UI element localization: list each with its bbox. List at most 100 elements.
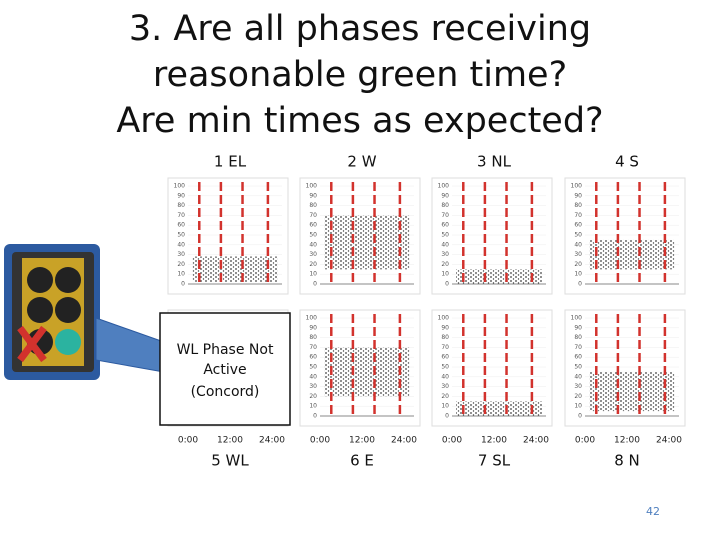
- y-tick-label: 90: [441, 192, 449, 199]
- y-tick-label: 70: [309, 344, 317, 351]
- y-tick-label: 90: [309, 324, 317, 331]
- callout-text: (Concord): [191, 384, 260, 400]
- y-tick-label: 80: [441, 202, 449, 209]
- data-cloud: [456, 269, 542, 284]
- y-tick-label: 0: [313, 413, 317, 420]
- y-tick-label: 20: [574, 261, 582, 268]
- y-tick-label: 40: [574, 241, 582, 248]
- panel-label: 6 E: [350, 452, 374, 470]
- y-tick-label: 50: [574, 232, 582, 239]
- x-tick-label: 24:00: [523, 436, 549, 446]
- callout-box: [159, 312, 291, 426]
- y-tick-label: 50: [309, 232, 317, 239]
- y-tick-label: 70: [574, 344, 582, 351]
- y-tick-label: 0: [313, 281, 317, 288]
- y-tick-label: 30: [574, 251, 582, 258]
- y-tick-label: 70: [177, 212, 185, 219]
- y-tick-label: 100: [438, 183, 450, 190]
- y-tick-label: 20: [574, 393, 582, 400]
- x-tick-label: 12:00: [614, 436, 640, 446]
- y-tick-label: 60: [574, 354, 582, 361]
- y-tick-label: 100: [571, 315, 583, 322]
- y-tick-label: 100: [438, 315, 450, 322]
- panel-label: 8 N: [614, 452, 640, 470]
- y-tick-label: 60: [574, 222, 582, 229]
- data-cloud: [192, 256, 278, 283]
- y-tick-label: 10: [309, 271, 317, 278]
- y-tick-label: 0: [578, 413, 582, 420]
- y-tick-label: 30: [574, 383, 582, 390]
- y-tick-label: 30: [441, 383, 449, 390]
- panel-label: 5 WL: [211, 452, 249, 470]
- y-tick-label: 50: [309, 364, 317, 371]
- y-tick-label: 30: [309, 383, 317, 390]
- x-tick-label: 0:00: [442, 436, 462, 446]
- y-tick-label: 80: [309, 334, 317, 341]
- y-tick-label: 40: [574, 373, 582, 380]
- y-tick-label: 60: [441, 354, 449, 361]
- data-cloud: [324, 347, 410, 397]
- y-tick-label: 20: [441, 393, 449, 400]
- y-tick-label: 60: [441, 222, 449, 229]
- traffic-light: [4, 244, 100, 380]
- y-tick-label: 80: [574, 202, 582, 209]
- y-tick-label: 60: [309, 222, 317, 229]
- y-tick-label: 90: [574, 324, 582, 331]
- y-tick-label: 20: [177, 261, 185, 268]
- title-line: 3. Are all phases receiving: [129, 9, 591, 49]
- y-tick-label: 70: [441, 212, 449, 219]
- y-tick-label: 30: [177, 251, 185, 258]
- callout-text: WL Phase Not: [177, 342, 274, 358]
- data-cloud: [324, 215, 410, 270]
- y-tick-label: 20: [309, 393, 317, 400]
- y-tick-label: 80: [177, 202, 185, 209]
- y-tick-label: 40: [441, 241, 449, 248]
- x-tick-label: 12:00: [217, 436, 243, 446]
- y-tick-label: 60: [177, 222, 185, 229]
- panel-label: 2 W: [347, 153, 376, 171]
- y-tick-label: 0: [445, 281, 449, 288]
- x-tick-label: 24:00: [259, 436, 285, 446]
- data-cloud: [589, 239, 675, 270]
- y-tick-label: 100: [306, 315, 318, 322]
- panel-label: 7 SL: [478, 452, 511, 470]
- y-tick-label: 0: [181, 281, 185, 288]
- y-tick-label: 50: [177, 232, 185, 239]
- panel-label: 4 S: [615, 153, 639, 171]
- y-tick-label: 50: [441, 364, 449, 371]
- y-tick-label: 90: [309, 192, 317, 199]
- y-tick-label: 0: [578, 281, 582, 288]
- y-tick-label: 90: [441, 324, 449, 331]
- x-tick-label: 12:00: [349, 436, 375, 446]
- y-tick-label: 60: [309, 354, 317, 361]
- y-tick-label: 100: [306, 183, 318, 190]
- data-cloud: [589, 371, 675, 412]
- panel-label: 3 NL: [477, 153, 512, 171]
- title-line: reasonable green time?: [153, 55, 567, 95]
- y-tick-label: 70: [441, 344, 449, 351]
- plot-frame: [564, 177, 686, 295]
- x-tick-label: 12:00: [481, 436, 507, 446]
- y-tick-label: 80: [441, 334, 449, 341]
- y-tick-label: 70: [309, 212, 317, 219]
- y-tick-label: 40: [441, 373, 449, 380]
- data-cloud: [456, 401, 542, 416]
- x-tick-label: 24:00: [391, 436, 417, 446]
- y-tick-label: 20: [309, 261, 317, 268]
- y-tick-label: 90: [177, 192, 185, 199]
- title-line: Are min times as expected?: [116, 101, 603, 141]
- y-tick-label: 40: [309, 373, 317, 380]
- y-tick-label: 50: [441, 232, 449, 239]
- y-tick-label: 80: [574, 334, 582, 341]
- x-tick-label: 0:00: [575, 436, 595, 446]
- x-tick-label: 24:00: [656, 436, 682, 446]
- y-tick-label: 40: [309, 241, 317, 248]
- x-tick-label: 0:00: [178, 436, 198, 446]
- y-tick-label: 100: [174, 183, 186, 190]
- y-tick-label: 10: [441, 403, 449, 410]
- y-tick-label: 10: [177, 271, 185, 278]
- page-number: 42: [646, 505, 660, 518]
- y-tick-label: 10: [574, 271, 582, 278]
- y-tick-label: 90: [574, 192, 582, 199]
